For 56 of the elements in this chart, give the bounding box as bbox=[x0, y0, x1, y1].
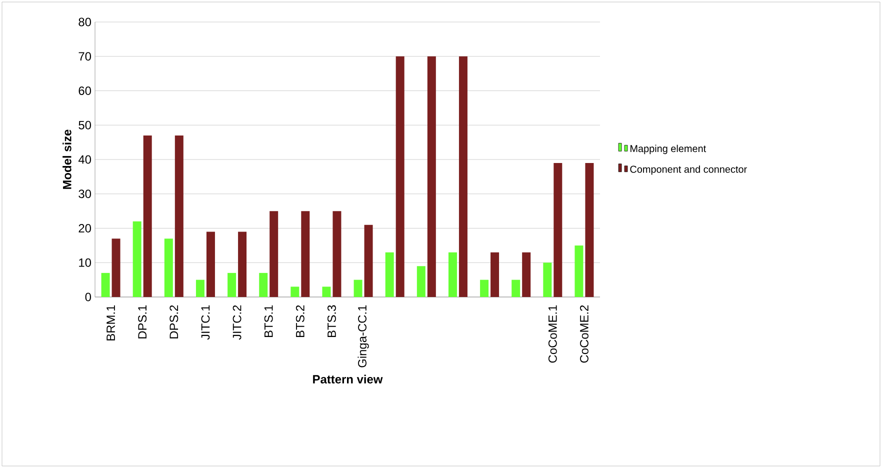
y-tick-label: 50 bbox=[78, 120, 92, 130]
x-tick-label: BTS.2 bbox=[296, 305, 304, 338]
bar bbox=[112, 238, 120, 297]
y-tick-label: 0 bbox=[85, 292, 92, 302]
y-tick-label: 70 bbox=[78, 52, 92, 61]
bar bbox=[512, 280, 520, 297]
bar bbox=[364, 224, 373, 297]
bar bbox=[354, 280, 362, 297]
bar bbox=[427, 56, 436, 297]
bar bbox=[396, 56, 404, 297]
x-tick-label: CoCoME.1 bbox=[548, 305, 557, 363]
x-tick-label: JITC.1 bbox=[201, 305, 210, 340]
y-tick-label: 80 bbox=[78, 18, 92, 26]
x-tick-label: BRM.1 bbox=[106, 305, 115, 340]
bar bbox=[322, 286, 331, 297]
x-tick-label: JITC.2 bbox=[232, 305, 242, 340]
bar bbox=[458, 56, 468, 297]
x-tick-label: CoCoME.2 bbox=[580, 305, 588, 363]
x-tick-label: Ginga-CC.1 bbox=[358, 305, 369, 368]
x-tick-label: DPS.2 bbox=[170, 305, 178, 338]
bar bbox=[448, 252, 457, 297]
x-axis-title: Pattern view bbox=[313, 374, 383, 384]
bar bbox=[543, 262, 552, 297]
bar bbox=[174, 135, 184, 297]
x-tick-label: DPS.1 bbox=[138, 305, 147, 338]
bar bbox=[238, 232, 247, 297]
bar bbox=[385, 252, 394, 297]
bar bbox=[416, 266, 426, 297]
y-tick-label: 20 bbox=[78, 224, 92, 232]
bar bbox=[290, 286, 300, 297]
x-tick-label: BTS.3 bbox=[327, 305, 336, 338]
legend-label: Mapping element bbox=[630, 144, 706, 154]
bar bbox=[196, 280, 204, 297]
y-tick-label: 30 bbox=[78, 190, 92, 198]
y-tick-label: 60 bbox=[78, 86, 92, 95]
bar bbox=[490, 252, 500, 297]
bar bbox=[228, 272, 236, 297]
bar bbox=[522, 252, 531, 297]
bar bbox=[332, 211, 342, 297]
bar bbox=[270, 211, 278, 297]
bar bbox=[574, 245, 584, 297]
bar bbox=[554, 162, 562, 297]
bar bbox=[101, 272, 110, 297]
bar bbox=[206, 232, 215, 297]
bar bbox=[132, 221, 142, 297]
bar bbox=[301, 211, 310, 297]
y-tick-label: 10 bbox=[79, 258, 92, 267]
x-tick-label: BTS.1 bbox=[264, 305, 273, 338]
bar bbox=[259, 272, 268, 297]
bar bbox=[480, 280, 489, 297]
bar bbox=[585, 162, 594, 297]
bar bbox=[143, 135, 152, 297]
y-axis-title: Model size bbox=[62, 130, 72, 189]
y-tick-label: 40 bbox=[78, 155, 92, 164]
legend-label: Component and connector bbox=[630, 165, 747, 175]
bar bbox=[164, 238, 173, 297]
